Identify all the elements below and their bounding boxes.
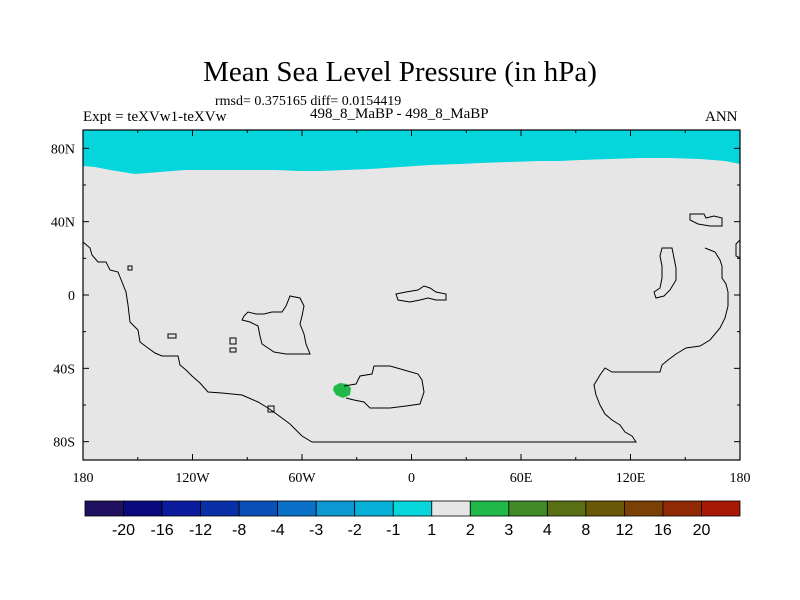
colorbar-label: -2: [348, 522, 362, 539]
coastline-island-2: [229, 337, 237, 353]
colorbar-label: -3: [309, 522, 323, 539]
map-field: [83, 130, 740, 460]
colorbar-swatch: [200, 500, 240, 517]
positive-anomaly-patch: [333, 383, 351, 398]
colorbar-label: -8: [232, 522, 246, 539]
colorbar-label: 12: [616, 522, 634, 539]
colorbar-swatch: [431, 500, 471, 517]
coastline-americas: [82, 241, 729, 443]
colorbar-swatch: [508, 500, 548, 517]
x-tick-label: 60E: [510, 471, 533, 486]
y-tick-label: 80N: [51, 142, 75, 157]
coastline-africa-fragment: [395, 285, 447, 303]
season-label: ANN: [705, 109, 738, 125]
coastline-island-1: [167, 333, 177, 339]
coastline-asia-east: [653, 247, 677, 299]
colorbar-swatch: [701, 500, 741, 517]
colorbar-label: 2: [466, 522, 475, 539]
case-label: 498_8_MaBP - 498_8_MaBP: [310, 106, 489, 122]
coastline-island-4: [267, 405, 275, 413]
colorbar-swatch: [84, 500, 124, 517]
x-tick-label: 0: [408, 471, 415, 486]
colorbar-swatch: [238, 500, 279, 517]
colorbar-label: -4: [271, 522, 285, 539]
coastline-south-america-east: [241, 295, 311, 355]
colorbar-swatch: [585, 500, 625, 517]
colorbar-swatch: [277, 500, 317, 517]
colorbar-swatch: [315, 500, 356, 517]
colorbar-swatch: [624, 500, 664, 517]
colorbar-label: 3: [504, 522, 513, 539]
experiment-label: Expt = teXVw1-teXVw: [83, 109, 227, 125]
x-tick-label: 180: [73, 471, 94, 486]
colorbar-swatch: [662, 500, 702, 517]
chart-title: Mean Sea Level Pressure (in hPa): [203, 56, 597, 88]
coastline-island-3: [127, 265, 133, 271]
plot-background: [83, 130, 740, 460]
y-tick-label: 80S: [53, 436, 75, 451]
colorbar-swatch: [469, 500, 510, 517]
colorbar-label: -20: [112, 522, 135, 539]
y-tick-label: 0: [68, 289, 75, 304]
colorbar-label: -16: [150, 522, 173, 539]
colorbar-swatch: [354, 500, 394, 517]
colorbar-swatch: [161, 500, 201, 517]
axes: 180 120W 60W 0 60E 120E 180 80N 40N 0 40S 80S: [51, 130, 751, 486]
colorbar-swatch: [546, 500, 587, 517]
colorbar-label: -1: [386, 522, 400, 539]
coastlines: [82, 213, 741, 443]
x-tick-label: 120W: [175, 471, 210, 486]
colorbar-swatch: [123, 500, 163, 517]
coastline-antarctic-peninsula: [343, 365, 425, 409]
y-tick-label: 40N: [51, 216, 75, 231]
x-tick-label: 180: [730, 471, 751, 486]
colorbar-label: 1: [427, 522, 436, 539]
y-tick-label: 40S: [53, 362, 75, 377]
stats-line: rmsd= 0.375165 diff= 0.0154419: [215, 94, 402, 109]
colorbar-label: 8: [581, 522, 590, 539]
colorbar-swatch: [392, 500, 433, 517]
coastline-kamchatka: [735, 239, 741, 259]
colorbar: -20 -16 -12 -8 -4 -3 -2 -1 1 2 3 4 8 12 16 20: [84, 500, 741, 539]
colorbar-label: 4: [543, 522, 552, 539]
x-tick-label: 60W: [288, 471, 316, 486]
coastline-japan: [689, 213, 723, 227]
arctic-negative-region: [83, 130, 740, 174]
colorbar-label: 20: [693, 522, 711, 539]
colorbar-label: 16: [654, 522, 672, 539]
x-tick-label: 120E: [616, 471, 646, 486]
colorbar-label: -12: [189, 522, 212, 539]
